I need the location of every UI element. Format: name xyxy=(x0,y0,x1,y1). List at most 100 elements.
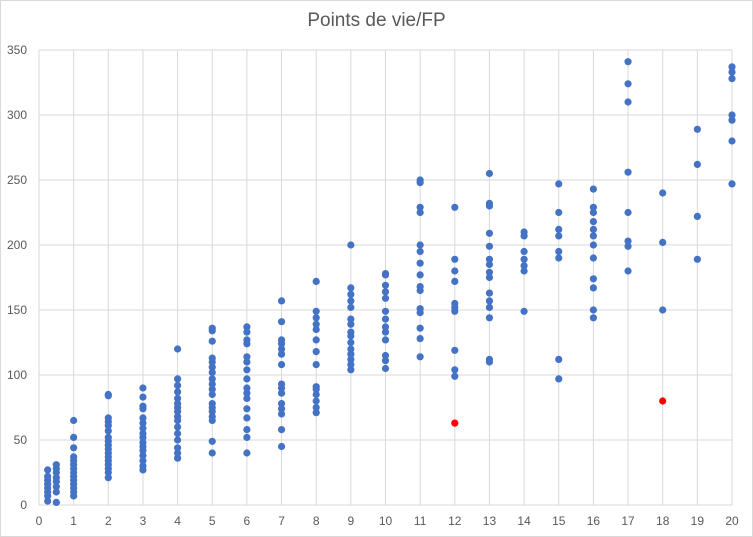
data-point xyxy=(485,314,494,322)
data-point xyxy=(208,324,216,332)
data-point xyxy=(555,254,563,262)
data-point xyxy=(139,393,147,401)
data-point xyxy=(624,58,632,66)
x-tick-label: 12 xyxy=(448,514,462,528)
data-point xyxy=(520,247,528,256)
x-tick-label: 7 xyxy=(278,514,285,528)
data-point xyxy=(347,320,355,328)
data-point xyxy=(52,498,60,506)
data-point xyxy=(659,238,667,246)
data-point xyxy=(728,137,736,145)
data-point xyxy=(347,328,355,336)
y-tick-label: 250 xyxy=(7,173,27,187)
data-point xyxy=(416,353,424,361)
data-point xyxy=(728,68,736,76)
data-point xyxy=(589,284,598,292)
data-point xyxy=(277,361,286,369)
data-point xyxy=(381,294,390,302)
data-point xyxy=(174,449,182,457)
data-point xyxy=(312,277,320,285)
data-point xyxy=(312,361,320,369)
data-point xyxy=(589,218,598,226)
data-point xyxy=(347,338,355,347)
x-tick-label: 8 xyxy=(313,514,320,528)
x-tick-label: 6 xyxy=(244,514,251,528)
data-point xyxy=(312,397,320,405)
data-point xyxy=(243,389,251,397)
data-point xyxy=(208,437,216,445)
data-point xyxy=(485,303,494,311)
data-point xyxy=(208,380,216,388)
data-point xyxy=(485,273,494,282)
data-point xyxy=(520,255,528,263)
data-point xyxy=(174,436,182,444)
data-point xyxy=(347,345,355,353)
data-point xyxy=(312,325,320,334)
data-point xyxy=(589,275,598,283)
data-point xyxy=(243,449,251,457)
data-point xyxy=(174,444,182,452)
data-point xyxy=(381,351,390,360)
data-point xyxy=(381,270,390,278)
data-point xyxy=(416,259,424,267)
data-point xyxy=(520,267,528,275)
data-point xyxy=(485,255,494,263)
data-point xyxy=(70,433,78,441)
x-axis-tick-labels: 0 1 2 3 4 5 6 7 8 9 10 11 12 13 14 15 16 17 18 19 20 xyxy=(36,514,739,528)
data-point xyxy=(174,454,182,462)
data-point xyxy=(381,364,390,373)
data-point xyxy=(347,241,355,249)
data-point xyxy=(451,372,459,380)
data-point xyxy=(139,452,147,460)
x-tick-label: 1 xyxy=(70,514,77,528)
chart-title: Points de vie/FP xyxy=(307,10,446,31)
data-point xyxy=(243,353,251,361)
data-point xyxy=(485,229,494,237)
data-point xyxy=(104,433,112,441)
data-point xyxy=(70,444,78,452)
highlight-point xyxy=(451,419,459,427)
data-point xyxy=(104,414,112,422)
data-point xyxy=(174,375,182,383)
data-point xyxy=(52,461,60,469)
data-point xyxy=(624,208,632,217)
data-point xyxy=(381,323,390,331)
data-point xyxy=(277,410,286,418)
data-point xyxy=(624,267,632,275)
data-point xyxy=(485,242,494,250)
data-point xyxy=(312,314,320,322)
data-point xyxy=(243,336,251,344)
data-point xyxy=(381,357,390,365)
data-point xyxy=(728,75,736,83)
data-point xyxy=(243,375,251,383)
data-point xyxy=(416,203,424,211)
data-point xyxy=(174,429,182,438)
data-point xyxy=(416,324,424,332)
data-point xyxy=(451,366,459,374)
data-point xyxy=(693,160,701,168)
data-point xyxy=(347,303,355,311)
data-point xyxy=(52,483,60,491)
x-tick-label: 2 xyxy=(105,514,112,528)
data-point xyxy=(520,262,528,270)
data-point xyxy=(347,297,355,305)
data-point xyxy=(208,385,216,393)
data-point xyxy=(347,315,355,323)
highlight-point xyxy=(659,397,667,405)
data-point xyxy=(693,255,701,263)
x-tick-label: 0 xyxy=(36,514,43,528)
data-point xyxy=(208,413,216,421)
data-point xyxy=(139,429,147,438)
data-point xyxy=(589,314,598,322)
data-point xyxy=(589,225,598,233)
data-point xyxy=(555,208,563,217)
data-point xyxy=(139,457,147,465)
data-point xyxy=(485,268,494,276)
data-point xyxy=(174,394,182,402)
data-point xyxy=(624,80,632,88)
data-point xyxy=(659,306,667,314)
data-point xyxy=(451,203,459,211)
data-point xyxy=(243,426,251,434)
data-point xyxy=(589,241,598,249)
data-point xyxy=(208,368,216,376)
